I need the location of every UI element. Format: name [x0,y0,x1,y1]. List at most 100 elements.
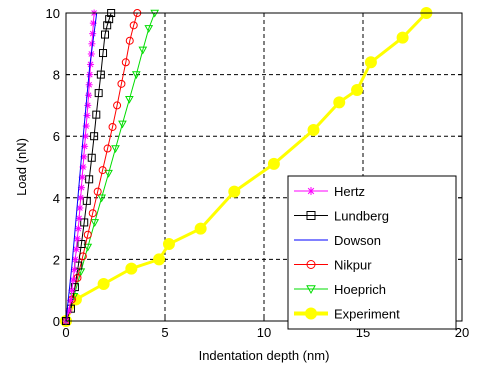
data-point [85,91,93,99]
data-point [117,79,126,88]
data-point [111,145,120,154]
data-point [396,31,409,44]
data-point [89,30,97,38]
y-tick-label: 4 [53,191,60,206]
data-point [144,25,154,33]
data-point [307,187,315,195]
series-dowson [65,12,98,322]
data-point [125,95,134,104]
series-line [65,12,138,322]
data-point [83,230,92,239]
data-point [94,89,103,98]
data-point [101,30,110,39]
data-point [99,49,108,58]
x-tick-label: 10 [257,325,271,340]
data-point [306,285,316,295]
data-point [88,209,97,218]
data-point [113,101,122,110]
series-nikpur [62,9,142,325]
data-point [131,71,141,80]
data-point [267,157,280,170]
data-point [228,185,241,198]
data-point [93,187,102,196]
data-point [103,21,112,30]
x-axis-label: Indentation depth (nm) [199,348,330,363]
data-point [118,120,127,129]
legend-label: Hertz [334,184,365,199]
x-tick-label: 20 [455,325,469,340]
data-point [73,235,81,243]
data-point [305,307,317,320]
data-point [306,211,316,220]
legend-label: Hoeprich [334,282,386,297]
legend-entry-hertz: Hertz [294,184,365,199]
data-point [90,132,99,141]
data-point [73,273,82,282]
data-point [129,21,138,30]
data-point [125,36,134,45]
data-point [162,238,175,250]
legend-label: Nikpur [334,258,372,273]
legend-entry-experiment: Experiment [294,307,400,322]
data-point [125,262,138,275]
data-point [77,240,86,248]
data-point [92,110,101,119]
x-tick-label: 5 [161,325,168,340]
data-point [104,169,113,178]
data-point [90,219,100,227]
y-tick-label: 6 [53,129,60,144]
legend-box [287,175,457,330]
data-point [105,15,114,24]
data-point [79,163,87,171]
data-point [83,243,93,252]
y-axis-label: Load (nN) [14,138,29,196]
data-point [97,278,110,291]
data-point [76,204,84,212]
data-point [108,122,117,131]
legend-entry-lundberg: Lundberg [294,209,389,224]
data-point [75,214,83,222]
data-point [306,260,316,269]
data-point [194,222,207,235]
data-point [97,194,106,203]
y-tick-label: 8 [53,68,60,83]
data-point [82,196,91,205]
grid [66,13,462,321]
data-point [70,266,78,274]
data-point [138,46,148,55]
legend-entry-nikpur: Nikpur [294,258,372,273]
legend-entry-hoeprich: Hoeprich [294,282,386,297]
data-point [103,144,112,153]
y-tick-label: 10 [46,6,60,21]
data-point [96,70,105,79]
data-point [84,101,92,109]
data-point [87,153,96,162]
data-point [86,71,94,79]
data-point [333,96,346,109]
data-point [307,124,320,137]
data-point [85,81,93,89]
data-point [87,60,95,68]
data-point [121,58,130,67]
data-point [364,56,377,69]
legend-label: Dowson [334,233,381,248]
data-point [71,255,79,263]
data-point [80,218,89,227]
data-point [77,194,85,202]
legend-label: Lundberg [334,209,389,224]
legend-label: Experiment [334,307,400,322]
data-point [98,166,107,175]
series-line [65,12,98,322]
data-point [74,225,82,233]
x-tick-label: 0 [62,325,69,340]
data-point [72,245,80,253]
y-tick-label: 2 [53,252,60,267]
data-point [85,175,94,184]
data-point [153,253,166,266]
legend: Hertz Lundberg Dowson Nikpur Hoeprich Experim… [287,175,457,330]
y-tick-label: 0 [53,314,60,329]
data-point [351,84,364,96]
legend-entry-dowson: Dowson [294,233,381,248]
